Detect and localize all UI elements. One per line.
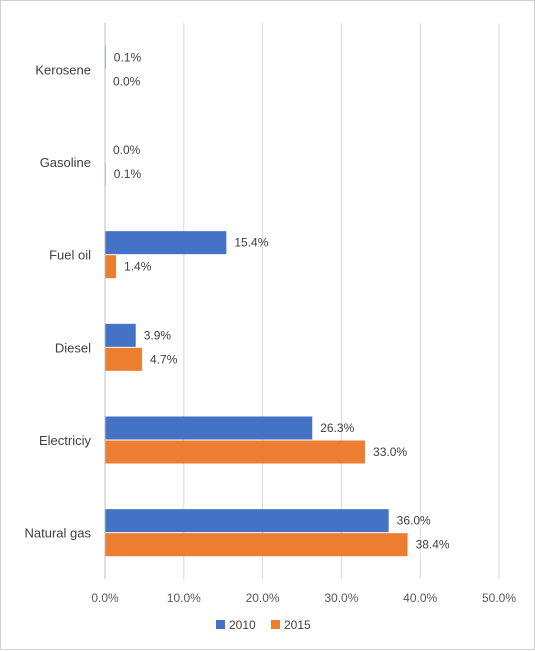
data-label: 36.0% (397, 514, 431, 528)
data-label: 33.0% (373, 445, 407, 459)
category-label: Natural gas (25, 526, 92, 541)
data-label: 26.3% (320, 421, 354, 435)
data-label: 3.9% (144, 328, 172, 342)
legend-swatch-2015 (271, 620, 280, 629)
category-label: Kerosene (35, 62, 91, 77)
bar-2015 (105, 440, 366, 464)
data-label: 4.7% (150, 352, 178, 366)
bar-2010 (105, 509, 389, 533)
x-tick-label: 10.0% (167, 591, 201, 605)
bar-2015 (105, 255, 117, 279)
legend-swatch-2010 (216, 620, 225, 629)
category-label: Gasoline (40, 155, 91, 170)
category-label: Fuel oil (49, 248, 91, 263)
data-label: 15.4% (234, 236, 268, 250)
legend-label: 2015 (284, 618, 311, 632)
x-tick-label: 30.0% (324, 591, 358, 605)
data-label: 1.4% (124, 260, 152, 274)
data-label: 0.1% (114, 167, 142, 181)
x-tick-label: 50.0% (482, 591, 516, 605)
x-tick-label: 0.0% (91, 591, 119, 605)
data-label: 0.0% (113, 74, 141, 88)
legend-label: 2010 (229, 618, 256, 632)
x-tick-label: 40.0% (403, 591, 437, 605)
bar-2015 (105, 347, 143, 371)
data-label: 0.1% (114, 50, 142, 64)
bar-2015 (105, 533, 408, 557)
data-label: 0.0% (113, 143, 141, 157)
bar-2010 (105, 323, 136, 347)
x-tick-label: 20.0% (246, 591, 280, 605)
bar-2010 (105, 231, 227, 255)
category-label: Diesel (55, 340, 91, 355)
data-label: 38.4% (416, 538, 450, 552)
bar-2010 (105, 416, 313, 440)
category-label: Electriciy (39, 433, 92, 448)
